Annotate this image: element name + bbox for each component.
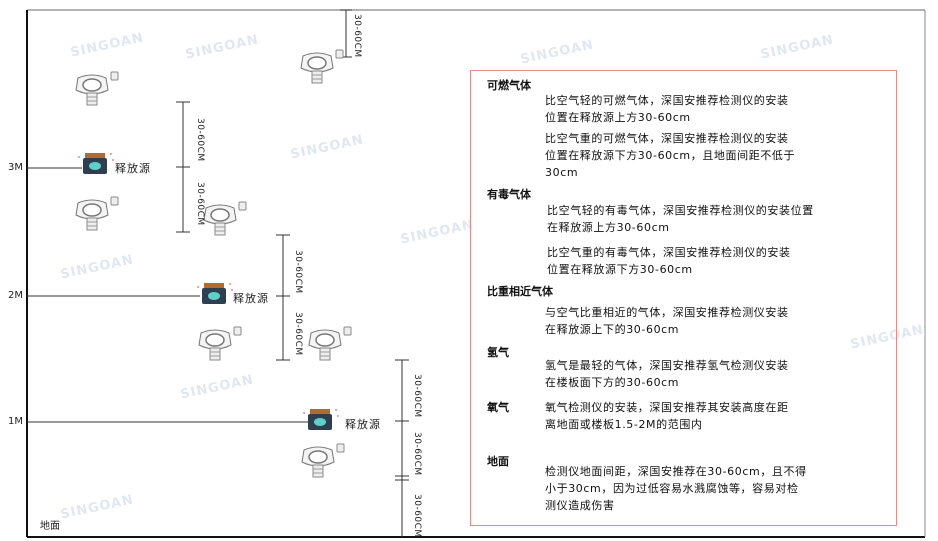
release-source-icon bbox=[78, 153, 114, 174]
guideline-text: 比空气重的有毒气体，深国安推荐检测仪的安装 位置在释放源下方30-60cm bbox=[547, 246, 791, 276]
guideline-text: 氧气检测仪的安装，深国安推荐其安装高度在距 离地面或楼板1.5-2M的范围内 bbox=[545, 401, 789, 431]
detector-icon bbox=[300, 49, 344, 84]
detector-icon bbox=[301, 443, 345, 478]
detector-icon bbox=[75, 196, 119, 231]
release-source-icon bbox=[197, 283, 233, 304]
dimension-lines bbox=[176, 9, 409, 537]
dimension-label: 30-60CM bbox=[293, 312, 303, 356]
section-title-oxygen: 氧气 bbox=[487, 401, 509, 414]
guideline-text: 比空气轻的可燃气体，深国安推荐检测仪的安装 位置在释放源上方30-60cm bbox=[545, 94, 789, 124]
guideline-text: 比空气轻的有毒气体，深国安推荐检测仪的安装位置 在释放源上方30-60cm bbox=[547, 204, 814, 234]
release-source-label: 释放源 bbox=[115, 162, 151, 175]
detector-icon bbox=[308, 326, 352, 361]
level-3m-label: 3M bbox=[8, 162, 23, 173]
guideline-text: 氢气是最轻的气体，深国安推荐氢气检测仪安装 在楼板面下方的30-60cm bbox=[545, 359, 789, 389]
guideline-text: 比空气重的可燃气体，深国安推荐检测仪的安装 位置在释放源下方30-60cm，且地面… bbox=[545, 132, 796, 179]
section-title-toxic: 有毒气体 bbox=[487, 188, 531, 201]
release-source-icon bbox=[303, 409, 339, 430]
section-title-combustible: 可燃气体 bbox=[487, 79, 531, 92]
release-source-label: 释放源 bbox=[345, 418, 381, 431]
dimension-label: 30-60CM bbox=[412, 374, 422, 418]
detector-icon bbox=[198, 326, 242, 361]
guideline-text: 与空气比重相近的气体，深国安推荐检测仪安装 在释放源上下的30-60cm bbox=[545, 306, 789, 336]
detector-icon bbox=[75, 71, 119, 106]
guideline-text: 检测仪地面间距，深国安推荐在30-60cm，且不得 小于30cm，因为过低容易水溅… bbox=[545, 465, 807, 512]
release-source-label: 释放源 bbox=[233, 292, 269, 305]
level-2m-label: 2M bbox=[8, 290, 23, 301]
detector-icon bbox=[203, 201, 247, 236]
ground-label: 地面 bbox=[40, 521, 60, 532]
dimension-label: 30-60CM bbox=[352, 14, 362, 58]
installation-guidelines-panel: 可燃气体 比空气轻的可燃气体，深国安推荐检测仪的安装 位置在释放源上方30-60c… bbox=[470, 70, 897, 526]
dimension-label: 30-60CM bbox=[195, 182, 205, 226]
section-title-similar-density: 比重相近气体 bbox=[487, 285, 553, 298]
dimension-label: 30-60CM bbox=[293, 250, 303, 294]
dimension-label: 30-60CM bbox=[195, 118, 205, 162]
dimension-label: 30-60CM bbox=[412, 432, 422, 476]
section-title-hydrogen: 氢气 bbox=[487, 346, 509, 359]
dimension-label: 30-60CM bbox=[412, 494, 422, 538]
level-1m-label: 1M bbox=[8, 416, 23, 427]
section-title-ground: 地面 bbox=[487, 455, 509, 468]
